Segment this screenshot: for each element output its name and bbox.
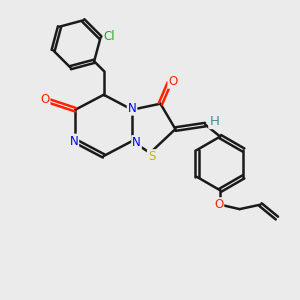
- Text: N: N: [132, 136, 141, 149]
- Text: Cl: Cl: [103, 30, 115, 43]
- Text: N: N: [128, 102, 136, 115]
- Text: O: O: [40, 93, 50, 106]
- Text: S: S: [148, 150, 155, 163]
- Text: O: O: [168, 75, 178, 88]
- Text: O: O: [214, 198, 223, 211]
- Text: N: N: [70, 134, 78, 148]
- Text: H: H: [209, 115, 219, 128]
